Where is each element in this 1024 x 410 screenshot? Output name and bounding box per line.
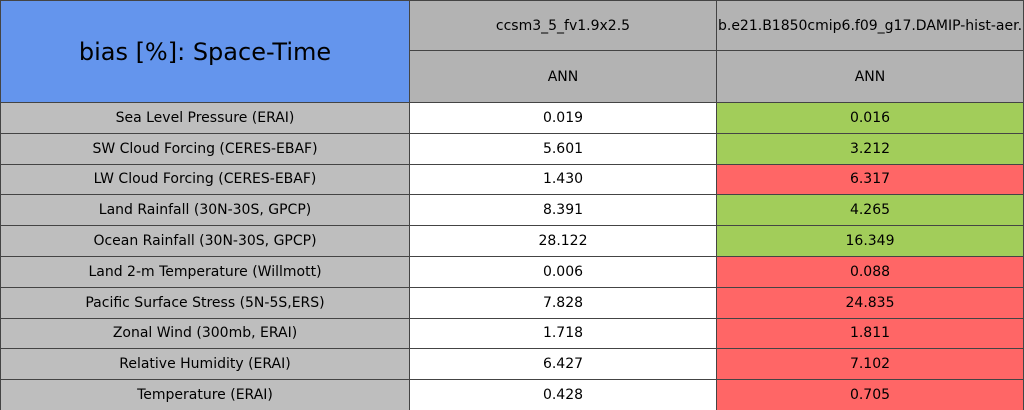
value-cell: 1.811 (716, 317, 1024, 350)
row-label: Temperature (ERAI) (0, 379, 410, 410)
value-cell: 0.088 (716, 256, 1024, 288)
column-subheader: ANN (716, 50, 1024, 103)
value-cell: 5.601 (409, 132, 717, 165)
column-header: ccsm3_5_fv1.9x2.5 (409, 0, 717, 51)
table-title: bias [%]: Space-Time (0, 0, 410, 103)
value-cell: 0.428 (409, 379, 717, 410)
row-label: Ocean Rainfall (30N-30S, GPCP) (0, 225, 410, 257)
value-cell: 24.835 (716, 286, 1024, 319)
value-cell: 4.265 (716, 194, 1024, 227)
column-header: b.e21.B1850cmip6.f09_g17.DAMIP-hist-aer. (716, 0, 1024, 51)
value-cell: 7.102 (716, 348, 1024, 381)
value-cell: 0.705 (716, 379, 1024, 410)
row-label: LW Cloud Forcing (CERES-EBAF) (0, 163, 410, 196)
value-cell: 8.391 (409, 194, 717, 227)
value-cell: 1.430 (409, 163, 717, 196)
row-label: Land 2-m Temperature (Willmott) (0, 256, 410, 288)
value-cell: 1.718 (409, 317, 717, 350)
row-label: Sea Level Pressure (ERAI) (0, 102, 410, 134)
value-cell: 28.122 (409, 225, 717, 257)
row-label: Relative Humidity (ERAI) (0, 348, 410, 381)
value-cell: 16.349 (716, 225, 1024, 257)
value-cell: 6.317 (716, 163, 1024, 196)
row-label: Land Rainfall (30N-30S, GPCP) (0, 194, 410, 227)
row-label: SW Cloud Forcing (CERES-EBAF) (0, 132, 410, 165)
column-subheader: ANN (409, 50, 717, 103)
row-label: Zonal Wind (300mb, ERAI) (0, 317, 410, 350)
value-cell: 3.212 (716, 132, 1024, 165)
value-cell: 7.828 (409, 286, 717, 319)
value-cell: 0.019 (409, 102, 717, 134)
value-cell: 6.427 (409, 348, 717, 381)
value-cell: 0.016 (716, 102, 1024, 134)
row-label: Pacific Surface Stress (5N-5S,ERS) (0, 286, 410, 319)
value-cell: 0.006 (409, 256, 717, 288)
